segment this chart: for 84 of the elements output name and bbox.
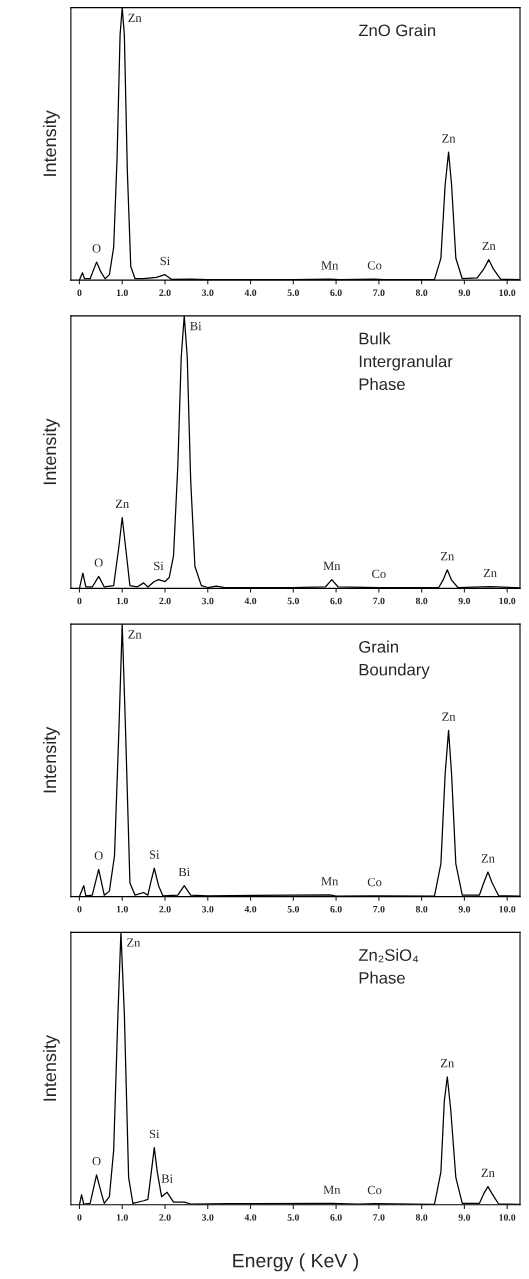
x-tick-label: 0: [77, 597, 82, 605]
x-tick-label: 10.0: [499, 1214, 516, 1221]
x-tick-label: 2.0: [159, 597, 171, 605]
x-tick-label: 5.0: [287, 905, 300, 913]
annotation: Mn: [323, 561, 341, 571]
annotation: Mn: [321, 261, 339, 270]
x-tick-label: 9.0: [458, 289, 471, 297]
annotation: Si: [154, 561, 164, 571]
x-tick-label: 0: [77, 905, 82, 913]
x-tick-label: 7.0: [373, 597, 385, 605]
x-tick-label: 3.0: [202, 289, 214, 297]
text: ZnO Grain: [358, 24, 436, 37]
x-tick-label: 10.0: [499, 597, 516, 605]
x-tick-label: 3.0: [202, 1214, 214, 1221]
x-tick-label: 6.0: [330, 597, 342, 605]
annotation: Si: [160, 256, 170, 266]
annotation: O: [92, 1156, 101, 1166]
x-tick-label: 9.0: [458, 597, 471, 605]
x-tick-label: 1.0: [116, 597, 128, 605]
x-tick-label: 8.0: [415, 597, 428, 605]
annotation: Co: [367, 877, 382, 887]
annotation: Zn: [482, 241, 496, 251]
x-tick-label: 6.0: [330, 289, 342, 297]
x-axis-title: Energy ( KeV ): [233, 1253, 358, 1272]
x-tick-label: 6.0: [330, 1214, 342, 1221]
annotation: O: [92, 244, 101, 253]
annotation: O: [94, 558, 103, 567]
annotation: Zn: [440, 1058, 455, 1068]
x-tick-label: 3.0: [202, 597, 214, 605]
annotation: Zn: [128, 630, 142, 639]
annotation: Mn: [323, 1185, 341, 1194]
x-tick-label: 4.0: [244, 289, 257, 297]
annotation: Zn: [128, 13, 142, 22]
x-tick-label: 1.0: [116, 1214, 128, 1221]
x-tick-label: 4.0: [244, 905, 257, 913]
x-tick-label: 9.0: [458, 1214, 471, 1221]
x-tick-label: 4.0: [244, 1214, 257, 1221]
text: Grain Boundary: [359, 640, 430, 679]
x-tick-label: 2.0: [159, 905, 171, 913]
x-tick-label: 5.0: [287, 289, 300, 297]
x-tick-label: 7.0: [373, 905, 385, 913]
x-tick-label: 0: [77, 289, 82, 296]
x-tick-label: 2.0: [159, 1214, 171, 1221]
annotation: Zn: [440, 552, 455, 561]
x-tick-label: 9.0: [458, 905, 471, 913]
annotation: Co: [367, 1185, 382, 1195]
y-axis-title: Intensity: [42, 726, 60, 793]
x-tick-label: 7.0: [373, 1214, 385, 1221]
y-axis-title: Intensity: [42, 1035, 60, 1101]
x-tick-label: 5.0: [287, 597, 300, 605]
x-tick-label: 7.0: [373, 289, 385, 297]
annotation: Zn: [481, 854, 495, 863]
annotation: Co: [367, 261, 382, 270]
y-axis-title: Intensity: [42, 110, 60, 176]
x-tick-label: 5.0: [287, 1214, 300, 1221]
annotation: Zn: [481, 1168, 495, 1177]
x-tick-label: 6.0: [330, 905, 342, 913]
annotation: Zn: [442, 712, 456, 721]
x-tick-label: 8.0: [415, 289, 428, 297]
annotation: Bi: [190, 321, 202, 331]
annotation: O: [94, 851, 103, 860]
y-axis-title: Intensity: [42, 418, 60, 485]
x-tick-label: 10.0: [499, 905, 516, 913]
annotation: Zn: [442, 134, 456, 143]
x-tick-label: 8.0: [415, 1214, 428, 1221]
x-tick-label: 3.0: [202, 905, 214, 913]
x-tick-label: 1.0: [116, 289, 128, 297]
annotation: Zn: [483, 568, 497, 578]
x-tick-label: 1.0: [116, 905, 128, 913]
annotation: Zn: [127, 938, 141, 947]
annotation: Mn: [321, 877, 339, 886]
annotation: Si: [149, 1129, 160, 1139]
annotation: Zn: [115, 499, 129, 508]
x-tick-label: 8.0: [415, 905, 428, 913]
x-tick-label: 4.0: [244, 597, 257, 605]
annotation: Bi: [178, 867, 190, 877]
annotation: Co: [372, 569, 386, 579]
annotation: Bi: [161, 1174, 173, 1183]
annotation: Si: [149, 850, 160, 859]
x-tick-label: 2.0: [159, 289, 171, 297]
text: Bulk Intergranular Phase: [359, 332, 453, 391]
x-tick-label: 0: [77, 1214, 82, 1221]
text: Zn₂SiO₄ Phase: [358, 948, 419, 984]
x-tick-label: 10.0: [499, 289, 516, 297]
